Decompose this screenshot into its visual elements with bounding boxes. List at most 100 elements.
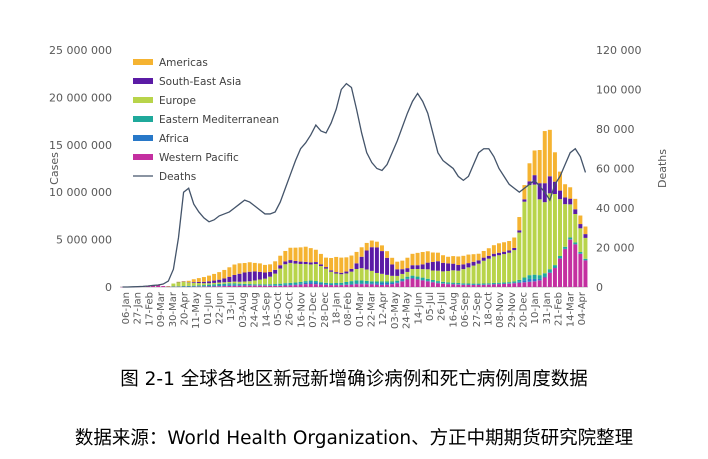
x-tick-label: 03-Aug (238, 292, 249, 328)
bar-segment (191, 282, 196, 286)
bar-segment (273, 285, 278, 286)
bar-segment (552, 152, 557, 182)
bar-segment (201, 283, 206, 286)
bar-segment (415, 268, 420, 277)
bar-segment (227, 267, 232, 277)
bar-segment (212, 280, 217, 283)
bar-segment (385, 282, 390, 285)
bar-segment (547, 272, 552, 273)
bar-segment (425, 262, 430, 270)
bar-segment (247, 285, 252, 287)
bar-segment (278, 255, 283, 266)
bar-segment (303, 261, 308, 265)
bar-segment (186, 282, 191, 286)
bar-segment (583, 237, 588, 259)
bar-segment (288, 260, 293, 263)
bar-segment (308, 280, 313, 283)
bar-segment (232, 284, 237, 286)
bar-segment (339, 257, 344, 273)
bar-segment (237, 273, 242, 282)
bar-segment (583, 260, 588, 287)
bar-segment (466, 263, 471, 268)
bar-segment (527, 275, 532, 279)
bar-segment (456, 270, 461, 284)
bar-segment (451, 284, 456, 287)
bar-segment (547, 176, 552, 194)
bar-segment (313, 282, 318, 285)
bar-segment (522, 185, 527, 200)
bar-segment (329, 285, 334, 287)
bar-segment (573, 214, 578, 243)
bar-segment (385, 281, 390, 283)
bar-segment (568, 237, 573, 240)
bar-segment (517, 217, 522, 231)
bar-segment (293, 285, 298, 287)
series-south-east-asia (176, 175, 588, 284)
bar-segment (283, 250, 288, 262)
bar-segment (247, 284, 252, 286)
bar-segment (552, 194, 557, 266)
bar-segment (222, 282, 227, 284)
bar-segment (324, 268, 329, 283)
bar-segment (430, 282, 435, 287)
bar-segment (552, 268, 557, 287)
x-tick-label: 01-Jun (203, 292, 214, 325)
bar-segment (273, 261, 278, 270)
bar-segment (349, 281, 354, 284)
bar-segment (568, 198, 573, 205)
bar-segment (354, 251, 359, 264)
bar-segment (420, 280, 425, 287)
bar-segment (374, 241, 379, 248)
y2-tick-label: 120 000 (596, 44, 642, 57)
bar-segment (522, 277, 527, 281)
bar-segment (196, 278, 201, 282)
bar-segment (471, 283, 476, 285)
legend-swatch (133, 116, 153, 122)
bar-segment (486, 258, 491, 284)
bar-segment (430, 261, 435, 271)
bar-segment (441, 262, 446, 272)
bar-segment (496, 282, 501, 284)
bar-segment (522, 201, 527, 278)
legend-swatch (133, 97, 153, 103)
bar-segment (441, 283, 446, 287)
bar-segment (446, 284, 451, 287)
bar-segment (578, 224, 583, 229)
bar-segment (374, 283, 379, 285)
bar-segment (379, 273, 384, 282)
bar-segment (201, 277, 206, 282)
y-tick-label: 10 000 000 (49, 186, 112, 199)
x-tick-label: 30-Mar (168, 291, 179, 327)
bar-segment (471, 261, 476, 266)
bar-segment (212, 285, 217, 287)
bar-segment (578, 215, 583, 225)
bar-segment (425, 281, 430, 287)
bar-segment (303, 264, 308, 282)
bar-segment (385, 257, 390, 275)
bar-segment (212, 286, 217, 287)
bar-segment (329, 284, 334, 286)
x-tick-label: 10-Jan (530, 292, 541, 324)
bar-segment (471, 265, 476, 284)
bar-segment (227, 283, 232, 285)
bar-segment (232, 285, 237, 287)
y-tick-label: 25 000 000 (49, 44, 112, 57)
bar-segment (207, 281, 212, 284)
bar-segment (481, 250, 486, 258)
bar-segment (379, 251, 384, 274)
bar-segment (339, 274, 344, 283)
bar-segment (364, 242, 369, 251)
bar-segment (349, 271, 354, 282)
bar-segment (268, 285, 273, 287)
bar-segment (583, 234, 588, 238)
bar-segment (517, 282, 522, 287)
bar-segment (171, 283, 176, 287)
bar-segment (461, 284, 466, 287)
bar-segment (400, 260, 405, 270)
bar-segment (308, 283, 313, 287)
legend-label: Deaths (159, 171, 196, 183)
bar-segment (257, 271, 262, 280)
x-tick-label: 24-Aug (250, 292, 261, 328)
bar-segment (481, 260, 486, 284)
bar-segment (486, 283, 491, 285)
